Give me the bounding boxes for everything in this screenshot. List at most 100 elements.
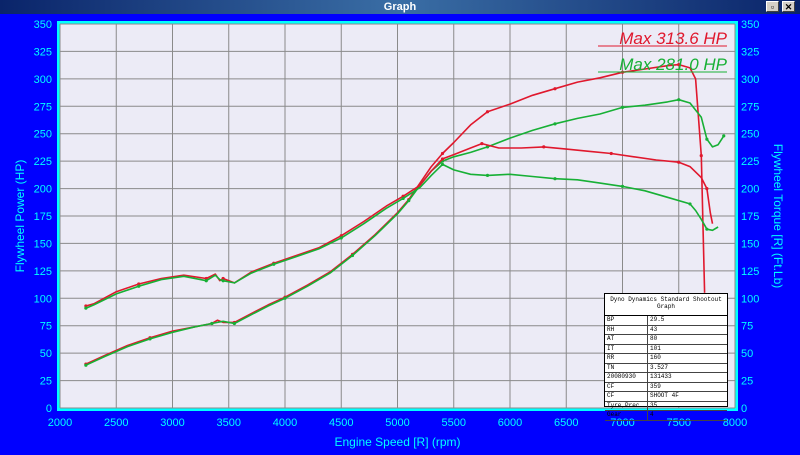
info-row-value: 4 (650, 411, 654, 418)
x-tick-label: 3000 (160, 417, 184, 429)
data-point (350, 253, 355, 258)
y-tick-label-left: 0 (46, 403, 52, 415)
x-tick-label: 5500 (442, 417, 466, 429)
y-tick-label-left: 325 (34, 46, 52, 58)
series-line-4 (85, 163, 719, 309)
x-tick-label: 4500 (329, 417, 353, 429)
y-tick-label-right: 0 (741, 403, 747, 415)
y-tick-label-left: 150 (34, 238, 52, 250)
data-point (272, 262, 276, 266)
y-tick-label-right: 100 (741, 293, 759, 305)
close-button[interactable]: ✕ (782, 1, 795, 12)
data-point (705, 227, 709, 231)
info-row: CF 359 (605, 382, 727, 392)
info-row-value: 80 (650, 335, 658, 342)
data-point (485, 110, 490, 114)
info-row-key: TN (605, 363, 648, 372)
data-point (620, 184, 625, 188)
y-tick-label-left: 25 (40, 376, 52, 388)
x-tick-label: 2500 (104, 417, 128, 429)
minimize-button[interactable]: ▫ (766, 1, 779, 12)
info-row: RR 160 (605, 354, 727, 364)
x-tick-label: 2000 (48, 417, 72, 429)
y-tick-label-right: 200 (741, 184, 759, 196)
info-row-key: Tyre Prec. (605, 401, 648, 410)
data-point (699, 154, 703, 158)
info-row-value: 29.5 (650, 316, 665, 323)
info-box-title: Dyno Dynamics Standard Shootout Graph (605, 294, 727, 316)
y-tick-label-right: 175 (741, 211, 759, 223)
x-tick-label: 6000 (498, 417, 522, 429)
info-row-value: SHOOT 4F (650, 392, 679, 399)
x-tick-label: 6500 (554, 417, 578, 429)
info-row: RH 43 (605, 325, 727, 335)
series-line-3 (85, 142, 714, 307)
y-tick-label-right: 225 (741, 156, 759, 168)
x-axis-label: Engine Speed [R] (rpm) (334, 435, 460, 449)
info-row: CF SHOOT 4F (605, 392, 727, 402)
y-tick-label-left: 300 (34, 74, 52, 86)
data-point (210, 321, 214, 326)
y-tick-label-left: 250 (34, 129, 52, 141)
data-point (339, 236, 343, 240)
info-row-key: RR (605, 354, 648, 363)
info-row-key: RH (605, 325, 648, 334)
data-point (84, 363, 88, 367)
data-point (677, 160, 681, 164)
x-tick-label: 5000 (385, 417, 409, 429)
y-tick-label-left: 275 (34, 101, 52, 113)
info-row: Tyre Prec. 35 (605, 401, 727, 411)
data-point (137, 282, 141, 286)
info-row-key: IT (605, 344, 648, 353)
data-point (705, 186, 709, 191)
info-row-key: 20080930 (605, 373, 648, 382)
info-row-value: 43 (650, 325, 658, 333)
data-point (137, 284, 141, 288)
y-tick-label-right: 75 (741, 321, 753, 333)
data-point (485, 173, 490, 178)
y-tick-label-right: 350 (741, 19, 759, 31)
y-tick-label-left: 200 (34, 184, 52, 196)
info-row-key: CF (605, 382, 648, 391)
y-tick-label-left: 75 (40, 321, 52, 333)
data-point (440, 157, 445, 161)
window-titlebar[interactable]: Graph ▫ ✕ (0, 0, 800, 14)
info-row-value: 359 (650, 382, 661, 390)
data-point (148, 337, 152, 341)
data-point (84, 306, 88, 310)
info-row: Gear 4 (605, 411, 727, 421)
data-point (609, 151, 613, 156)
data-point (204, 279, 208, 283)
data-point (232, 321, 236, 326)
max-hp-annotation-2: Max 281.0 HP (619, 55, 727, 74)
y-tick-label-left: 175 (34, 211, 52, 223)
dyno-info-box: Dyno Dynamics Standard Shootout Graph BP… (604, 293, 728, 421)
info-row-key: CF (605, 392, 648, 401)
data-point (221, 279, 225, 283)
y-tick-label-right: 50 (741, 348, 753, 360)
y-tick-label-right: 125 (741, 266, 759, 278)
y-tick-label-right: 300 (741, 74, 759, 86)
x-tick-label: 3500 (217, 417, 241, 429)
data-point (84, 304, 88, 308)
info-row-key: BP (605, 316, 648, 325)
y-axis-label-right: Flywheel Torque [R] (Ft.Lb) (771, 144, 785, 289)
data-point (440, 151, 445, 156)
info-row: 20080930 131433 (605, 373, 727, 383)
data-point (440, 162, 445, 167)
x-tick-label: 8000 (723, 417, 747, 429)
data-point (221, 276, 225, 281)
data-point (722, 134, 726, 138)
max-hp-annotation-1: Max 313.6 HP (619, 29, 727, 48)
info-row: IT 101 (605, 344, 727, 354)
info-row-value: 131433 (650, 373, 672, 380)
data-point (705, 137, 709, 141)
data-point (553, 122, 557, 126)
data-point (283, 296, 287, 300)
y-tick-label-right: 325 (741, 46, 759, 58)
info-row-value: 160 (650, 354, 661, 361)
data-point (553, 177, 557, 181)
data-point (553, 87, 557, 91)
y-tick-label-right: 250 (741, 129, 759, 141)
data-point (401, 196, 405, 201)
